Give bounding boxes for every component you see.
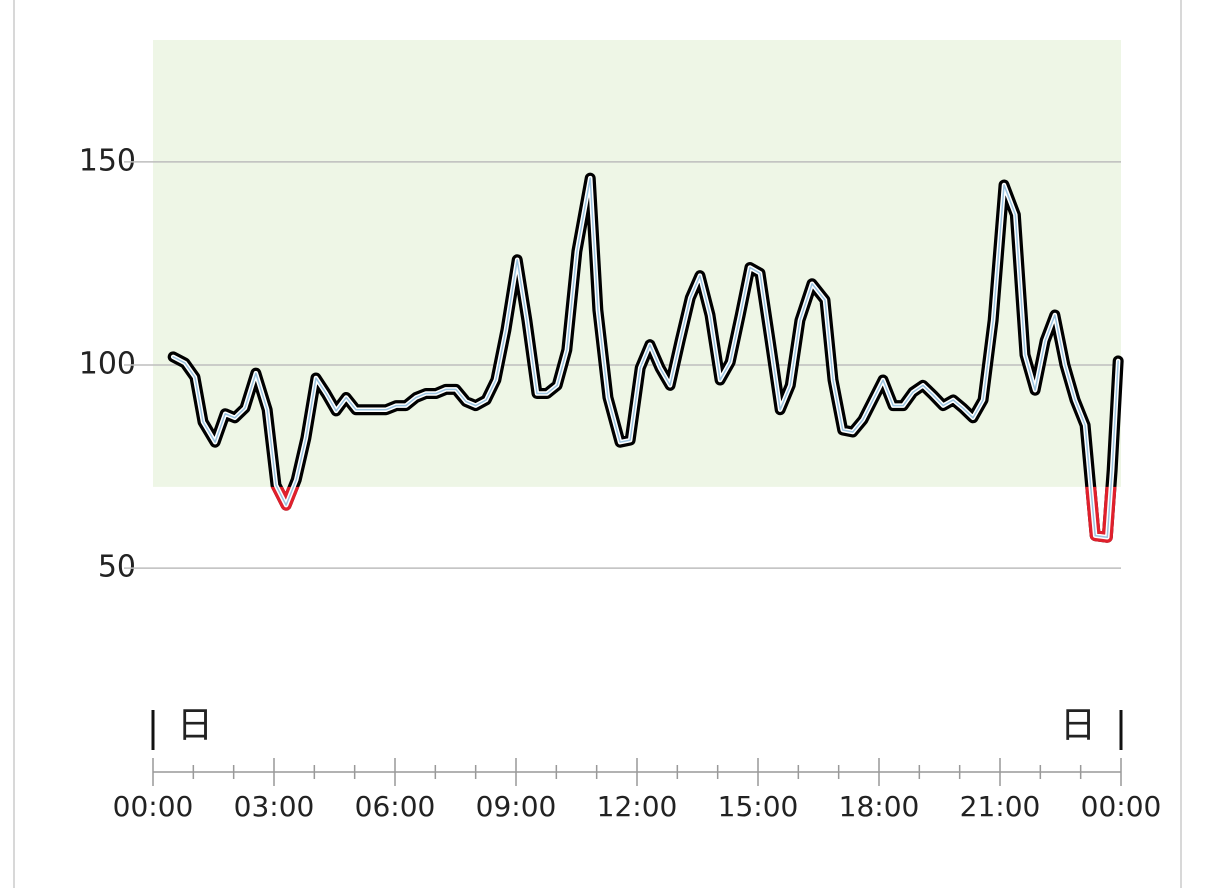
- y-tick-label: 150: [79, 143, 136, 178]
- line-core: [172, 177, 1119, 538]
- x-tick-label: 00:00: [1081, 790, 1162, 823]
- x-tick-label: 21:00: [960, 790, 1041, 823]
- day-label: 日: [177, 705, 213, 746]
- y-tick-label: 100: [79, 347, 136, 382]
- day-label: 日: [1060, 705, 1096, 746]
- y-tick-label: 50: [98, 550, 136, 585]
- x-tick-label: 09:00: [476, 790, 557, 823]
- x-tick-label: 12:00: [597, 790, 678, 823]
- x-tick-label: 03:00: [234, 790, 315, 823]
- card-border: [13, 0, 1182, 892]
- x-tick-label: 18:00: [839, 790, 920, 823]
- x-tick-label: 00:00: [113, 790, 194, 823]
- x-tick-label: 06:00: [355, 790, 436, 823]
- x-tick-label: 15:00: [718, 790, 799, 823]
